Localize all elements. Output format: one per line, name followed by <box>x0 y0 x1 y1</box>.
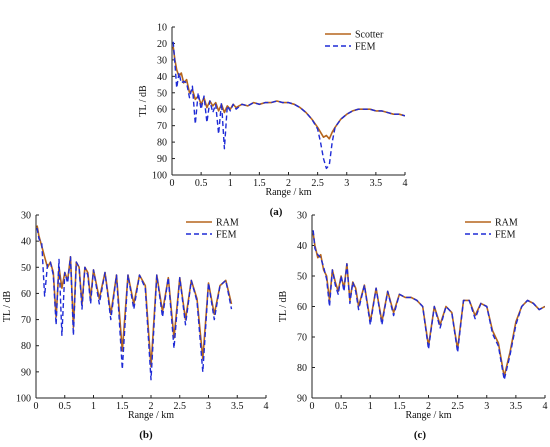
x-tick-label: 1.5 <box>393 401 406 412</box>
legend-label: RAM <box>216 218 239 229</box>
y-tick-label: 30 <box>21 211 31 222</box>
y-tick-label: 40 <box>157 72 167 83</box>
y-axis-title: TL / dB <box>138 85 149 117</box>
y-tick-label: 50 <box>297 272 307 283</box>
y-tick-label: 100 <box>152 171 167 182</box>
x-tick-label: 3 <box>206 401 211 412</box>
y-tick-label: 90 <box>157 154 167 165</box>
x-tick-label: 0.5 <box>59 401 72 412</box>
y-axis-title: TL / dB <box>2 291 13 323</box>
x-tick-label: 4 <box>264 401 269 412</box>
legend-label: FEM <box>495 230 516 241</box>
x-tick-label: 1.5 <box>253 178 266 189</box>
y-tick-label: 10 <box>157 23 167 34</box>
panel-label: (b) <box>139 429 153 441</box>
y-tick-label: 80 <box>157 138 167 149</box>
y-tick-label: 50 <box>21 263 31 274</box>
y-tick-label: 70 <box>21 315 31 326</box>
x-tick-label: 0 <box>34 401 39 412</box>
y-tick-label: 30 <box>297 211 307 222</box>
panel-label: (a) <box>270 206 283 218</box>
x-tick-label: 2 <box>149 401 154 412</box>
y-tick-label: 20 <box>157 39 167 50</box>
y-tick-label: 90 <box>297 394 307 405</box>
x-tick-label: 3.5 <box>231 401 244 412</box>
y-tick-label: 60 <box>297 302 307 313</box>
x-tick-label: 1 <box>91 401 96 412</box>
series-line-fem <box>36 227 233 381</box>
x-tick-label: 2.5 <box>311 178 324 189</box>
x-axis-title: Range / km <box>128 410 174 421</box>
x-tick-label: 0.5 <box>195 178 208 189</box>
y-tick-label: 60 <box>157 105 167 116</box>
y-tick-label: 40 <box>297 241 307 252</box>
y-tick-label: 60 <box>21 289 31 300</box>
y-tick-label: 40 <box>21 237 31 248</box>
x-tick-label: 2 <box>426 401 431 412</box>
x-tick-label: 3 <box>344 178 349 189</box>
legend-label: FEM <box>216 230 237 241</box>
series-line-scotter <box>172 46 405 140</box>
x-tick-label: 2 <box>286 178 291 189</box>
x-tick-label: 0.5 <box>335 401 348 412</box>
y-tick-label: 30 <box>157 55 167 66</box>
x-tick-label: 4 <box>403 178 408 189</box>
x-tick-label: 2.5 <box>451 401 464 412</box>
legend-label: FEM <box>355 42 376 53</box>
x-tick-label: 0 <box>170 178 175 189</box>
series-line-fem <box>172 41 405 170</box>
x-tick-label: 2.5 <box>174 401 187 412</box>
y-tick-label: 100 <box>16 394 31 405</box>
x-tick-label: 1 <box>368 401 373 412</box>
panel-label: (c) <box>414 429 427 441</box>
y-tick-label: 70 <box>297 333 307 344</box>
x-axis-title: Range / km <box>265 187 311 198</box>
legend-label: Scotter <box>355 30 384 41</box>
x-tick-label: 1.5 <box>116 401 129 412</box>
y-tick-label: 80 <box>297 363 307 374</box>
y-axis-title: TL / dB <box>278 291 289 323</box>
x-tick-label: 0 <box>310 401 315 412</box>
chart-panel-3: 30 40 50 60 70 80 900 0.5 1 1.5 2 2.5 3 3.5 4 Range / k… <box>278 211 548 442</box>
x-tick-label: 3.5 <box>370 178 383 189</box>
series-line-ram <box>36 225 233 368</box>
x-tick-label: 3.5 <box>510 401 523 412</box>
x-tick-label: 4 <box>543 401 548 412</box>
y-tick-label: 70 <box>157 121 167 132</box>
legend-label: RAM <box>495 218 518 229</box>
x-tick-label: 3 <box>484 401 489 412</box>
y-tick-label: 50 <box>157 88 167 99</box>
series-line-fem <box>312 230 545 381</box>
y-tick-label: 80 <box>21 341 31 352</box>
x-tick-label: 1 <box>228 178 233 189</box>
x-axis-title: Range / km <box>405 410 451 421</box>
y-tick-label: 90 <box>21 367 31 378</box>
